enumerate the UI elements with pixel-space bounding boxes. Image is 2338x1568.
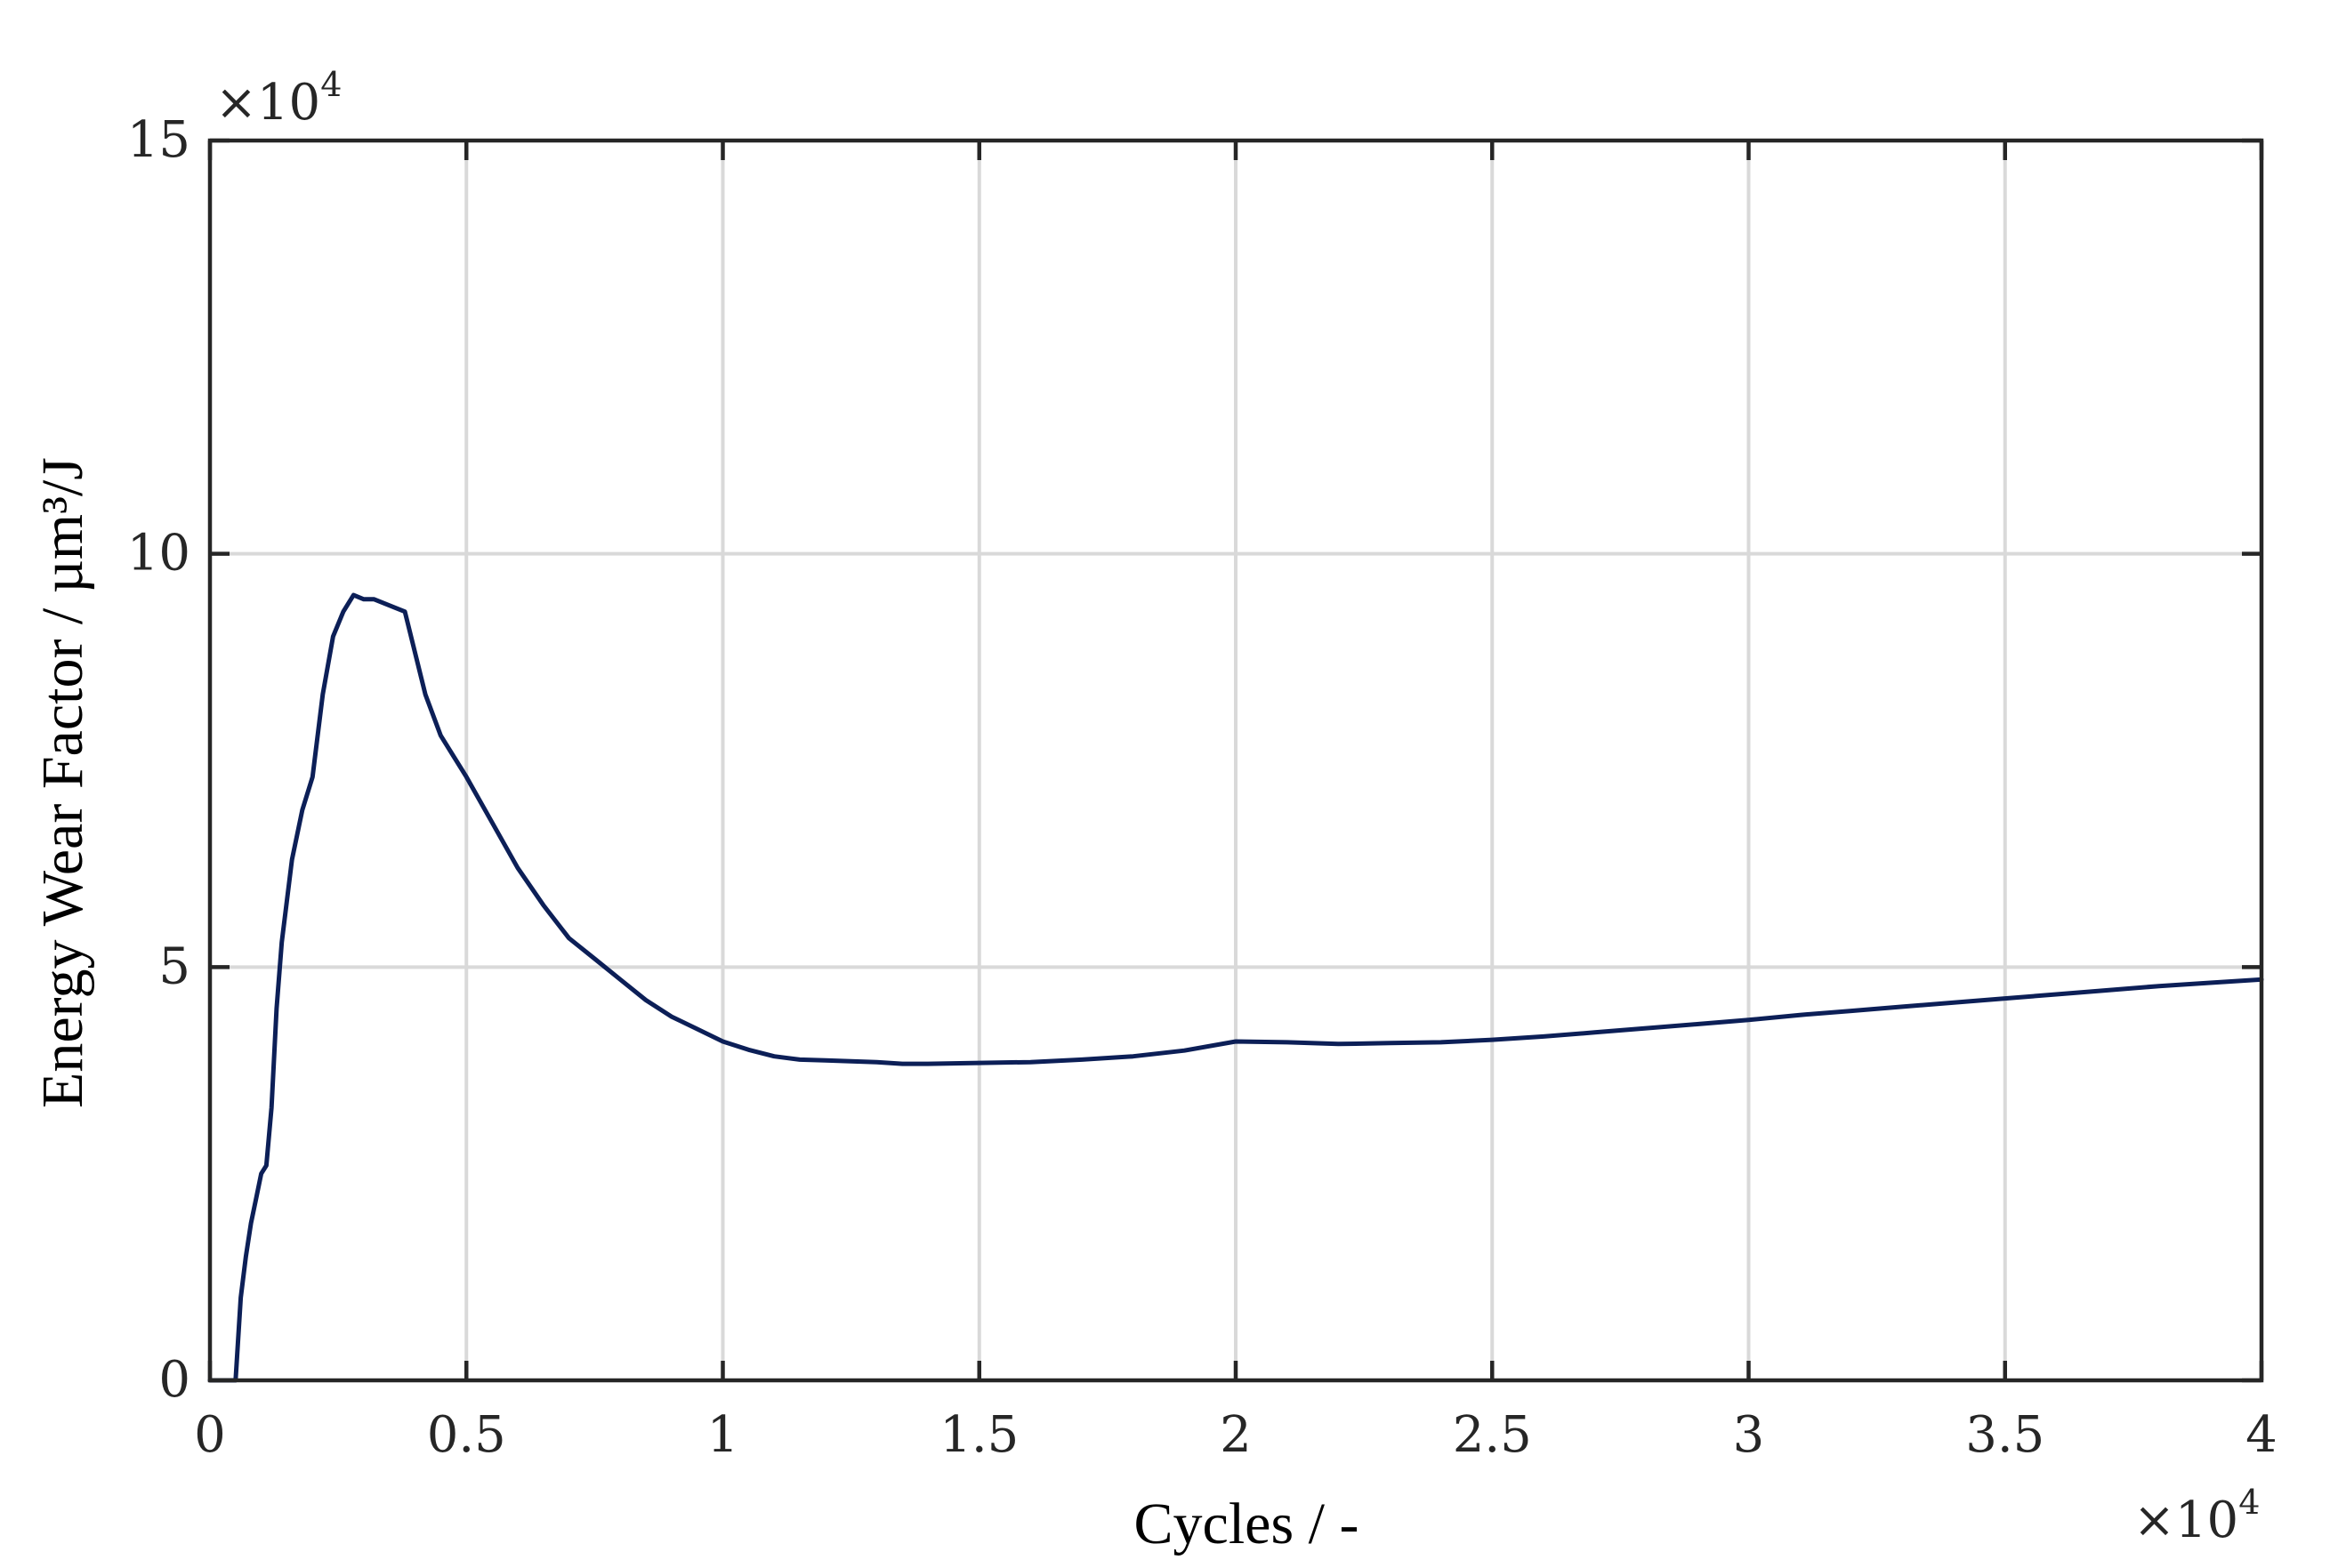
axes [207, 138, 2264, 1383]
y-axis-exponent-power: 4 [320, 65, 342, 104]
x-axis-exponent-base: ×10 [2133, 1492, 2238, 1549]
x-tick-label: 3 [1733, 1406, 1765, 1464]
y-axis-exponent-base: ×10 [215, 74, 320, 132]
x-tick-label: 2.5 [1453, 1406, 1532, 1464]
x-tick-label: 1 [707, 1406, 739, 1464]
y-tick-label: 15 [127, 111, 190, 169]
x-axis-exponent-power: 4 [2238, 1483, 2260, 1522]
x-tick-label: 2 [1220, 1406, 1252, 1464]
x-tick-label: 3.5 [1965, 1406, 2044, 1464]
x-tick-label: 0 [194, 1406, 226, 1464]
series-layer [207, 592, 2264, 1383]
series-line-1 [207, 592, 2264, 1383]
y-tick-label: 10 [127, 525, 190, 583]
grid-lines [210, 141, 2261, 1380]
tick-labels: 0 0.5 1 1.5 2 2.5 3 3.5 4 0 5 10 15 [127, 111, 2278, 1464]
x-axis-title: Cycles / - [1134, 1492, 1359, 1556]
x-tick-label: 0.5 [427, 1406, 506, 1464]
y-tick-label: 0 [158, 1351, 190, 1409]
axes-frame [207, 138, 2264, 1383]
x-axis-exponent: ×104 [2133, 1483, 2260, 1549]
x-tick-label: 1.5 [939, 1406, 1019, 1464]
y-tick-label: 5 [158, 937, 190, 995]
x-tick-label: 4 [2245, 1406, 2278, 1464]
y-axis-exponent: ×104 [215, 65, 342, 132]
y-axis-title: Energy Wear Factor / µm³/J [30, 457, 95, 1108]
